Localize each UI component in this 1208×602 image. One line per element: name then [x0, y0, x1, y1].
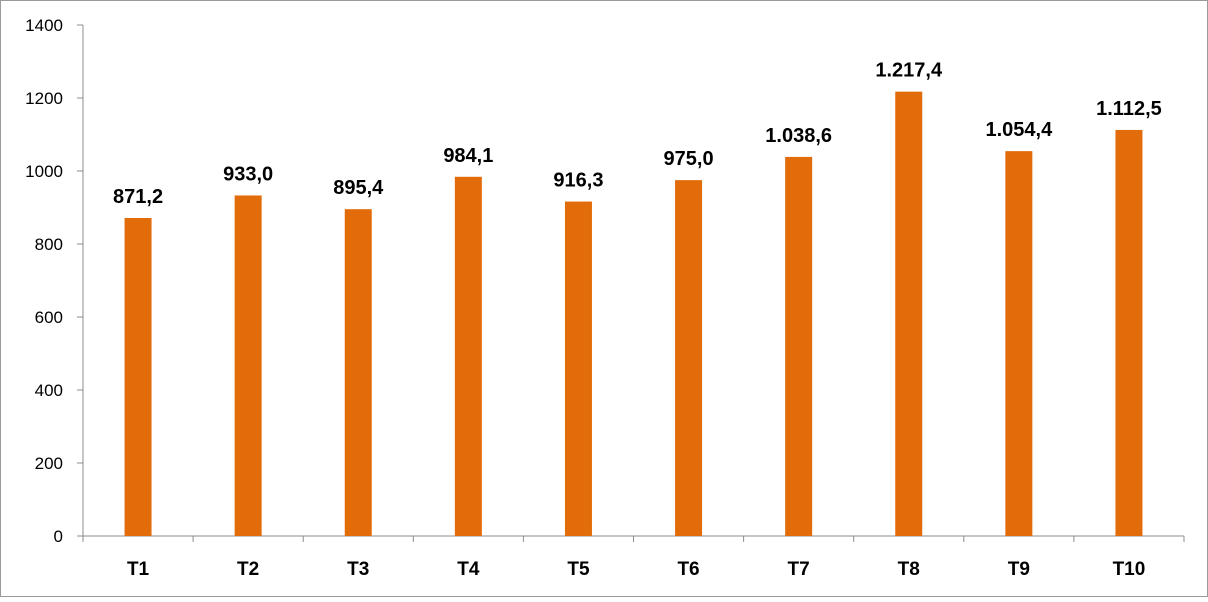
bar-t6	[675, 180, 703, 536]
x-category-label: T9	[1008, 559, 1030, 580]
data-labels: 871,2 933,0 895,4 984,1 916,3 975,0 1.038,6 1.2…	[113, 60, 1162, 208]
x-category-label: T6	[677, 559, 699, 580]
y-tick-label: 1400	[25, 16, 63, 35]
x-category-label: T5	[567, 559, 590, 580]
y-tick-label: 800	[35, 235, 63, 254]
y-tick-label: 1000	[25, 162, 63, 181]
bar-t8	[895, 91, 923, 537]
data-label: 871,2	[113, 186, 163, 208]
data-label: 975,0	[664, 148, 714, 170]
x-category-label: T1	[127, 559, 150, 580]
bar-t7	[785, 156, 813, 536]
x-category-label: T7	[788, 559, 810, 580]
x-category-label: T10	[1113, 559, 1146, 580]
bars	[124, 91, 1143, 537]
bar-t4	[454, 176, 482, 536]
bar-t5	[564, 201, 592, 536]
data-label: 916,3	[553, 170, 603, 192]
bar-t1	[124, 218, 152, 536]
data-label: 895,4	[333, 177, 384, 199]
x-category-label: T3	[347, 559, 369, 580]
data-label: 1.112,5	[1096, 98, 1162, 120]
bar-t9	[1005, 151, 1033, 537]
x-category-label: T4	[457, 559, 480, 580]
bar-t10	[1115, 129, 1143, 536]
x-category-label: T8	[898, 559, 920, 580]
axes: 0 200 400 600 800 1000 1200 1400 T1 T2 T3 T4 T5 T6 T7 T…	[25, 16, 1185, 580]
data-label: 984,1	[443, 145, 493, 167]
y-tick-label: 600	[35, 308, 63, 327]
y-tick-label: 400	[35, 381, 63, 400]
y-tick-label: 0	[54, 527, 63, 546]
bar-t3	[344, 209, 372, 536]
data-label: 1.054,4	[985, 119, 1053, 141]
y-tick-label: 200	[35, 454, 63, 473]
data-label: 933,0	[223, 163, 273, 185]
data-label: 1.217,4	[875, 60, 943, 82]
x-category-label: T2	[237, 559, 259, 580]
data-label: 1.038,6	[765, 125, 832, 147]
y-tick-label: 1200	[25, 89, 63, 108]
bar-t2	[234, 195, 262, 536]
